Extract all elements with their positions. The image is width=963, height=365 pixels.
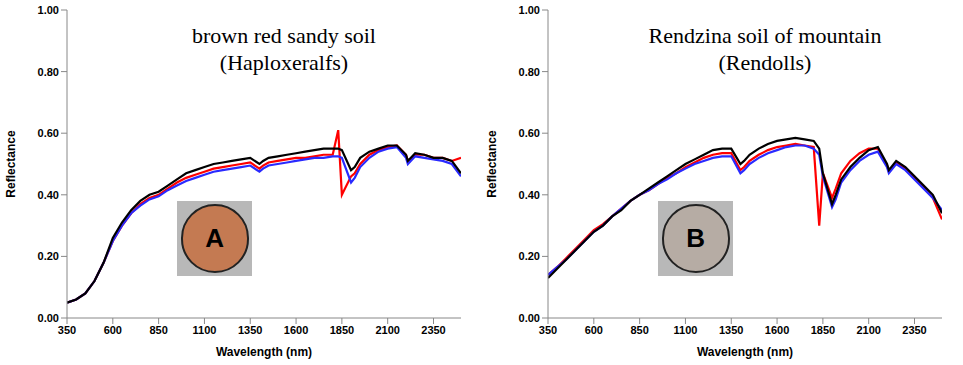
svg-text:600: 600	[104, 324, 122, 336]
svg-text:2100: 2100	[856, 324, 880, 336]
svg-text:350: 350	[539, 324, 557, 336]
svg-text:1850: 1850	[330, 324, 354, 336]
svg-text:850: 850	[630, 324, 648, 336]
svg-text:0.80: 0.80	[38, 66, 59, 78]
svg-text:0.80: 0.80	[519, 66, 540, 78]
svg-text:0.60: 0.60	[519, 127, 540, 139]
svg-text:0.60: 0.60	[38, 127, 59, 139]
html-text:brown red sandy soil: brown red sandy soil	[192, 23, 376, 48]
svg-text:2350: 2350	[421, 324, 445, 336]
html-text:(Haploxeralfs): (Haploxeralfs)	[219, 50, 349, 75]
svg-text:600: 600	[585, 324, 603, 336]
html-text:Rendzina soil of mountain: Rendzina soil of mountain	[648, 23, 882, 48]
svg-text:1850: 1850	[811, 324, 835, 336]
svg-text:2100: 2100	[375, 324, 399, 336]
svg-text:0.00: 0.00	[519, 312, 540, 324]
svg-text:850: 850	[149, 324, 167, 336]
svg-text:1100: 1100	[193, 324, 217, 336]
svg-text:0.40: 0.40	[519, 189, 540, 201]
html-text:(Rendolls): (Rendolls)	[718, 50, 812, 75]
svg-text:1600: 1600	[765, 324, 789, 336]
svg-text:1350: 1350	[238, 324, 262, 336]
svg-text:350: 350	[58, 324, 76, 336]
svg-text:1100: 1100	[674, 324, 698, 336]
svg-text:0.20: 0.20	[519, 250, 540, 262]
svg-text:0.00: 0.00	[38, 312, 59, 324]
svg-text:1.00: 1.00	[519, 4, 540, 16]
svg-text:0.40: 0.40	[38, 189, 59, 201]
html-text:B: B	[686, 222, 706, 253]
svg-text:Reflectance: Reflectance	[485, 130, 499, 198]
svg-text:1350: 1350	[719, 324, 743, 336]
svg-text:Reflectance: Reflectance	[4, 130, 18, 198]
svg-text:0.20: 0.20	[38, 250, 59, 262]
html-text:A: A	[205, 222, 225, 253]
svg-text:Wavelength (nm): Wavelength (nm)	[216, 345, 312, 359]
svg-text:1.00: 1.00	[38, 4, 59, 16]
svg-text:1600: 1600	[284, 324, 308, 336]
svg-text:2350: 2350	[902, 324, 926, 336]
svg-text:Wavelength (nm): Wavelength (nm)	[697, 345, 793, 359]
